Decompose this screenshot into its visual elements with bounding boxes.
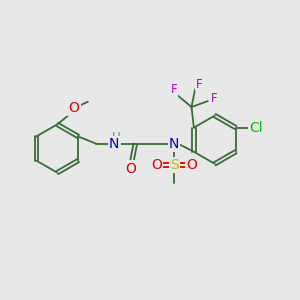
Text: Cl: Cl [249, 121, 262, 135]
Text: O: O [126, 161, 136, 176]
Text: O: O [186, 158, 197, 172]
Text: N: N [109, 137, 119, 151]
Text: F: F [211, 92, 217, 105]
Text: N: N [169, 137, 179, 151]
Text: H: H [112, 131, 121, 144]
Text: F: F [196, 77, 203, 91]
Text: O: O [69, 101, 80, 115]
Text: S: S [170, 158, 178, 172]
Text: F: F [170, 83, 177, 96]
Text: O: O [151, 158, 162, 172]
